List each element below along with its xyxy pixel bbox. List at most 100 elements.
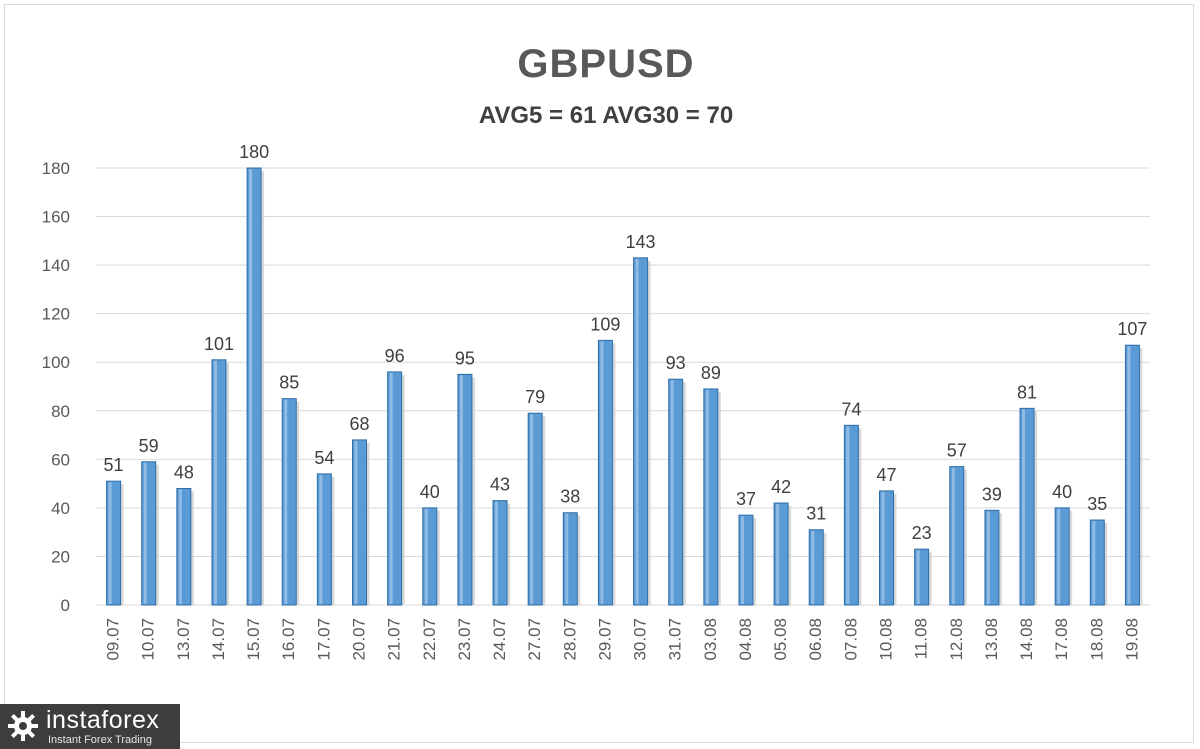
chart-subtitle: AVG5 = 61 AVG30 = 70	[478, 102, 734, 129]
y-tick-label: 120	[42, 305, 70, 324]
bar-07.08	[843, 424, 862, 606]
bar-30.07	[633, 257, 651, 606]
x-tick-label: 31.07	[666, 618, 685, 661]
y-tick-label: 0	[61, 596, 70, 615]
bar-13.08	[984, 509, 1002, 606]
data-label: 96	[385, 346, 405, 366]
data-label: 74	[841, 399, 861, 419]
bar-29.07	[597, 339, 616, 606]
data-label: 85	[279, 373, 299, 393]
bar-18.08	[1089, 519, 1108, 606]
x-tick-label: 14.07	[209, 618, 228, 661]
bar-11.08	[914, 548, 932, 606]
x-tick-label: 07.08	[841, 618, 860, 661]
bar-20.07	[352, 439, 370, 606]
data-label: 180	[239, 142, 269, 162]
bar-12.08	[949, 466, 967, 606]
bar-03.08	[703, 388, 721, 606]
y-tick-label: 60	[51, 450, 70, 469]
data-label: 23	[912, 523, 932, 543]
bar-14.08	[1019, 407, 1038, 606]
bar-09.07	[106, 480, 124, 606]
data-label: 51	[104, 455, 124, 475]
bar-28.07	[562, 512, 581, 606]
data-label: 143	[626, 232, 656, 252]
gear-logo-icon	[8, 711, 38, 741]
bar-04.08	[738, 514, 756, 606]
x-tick-label: 20.07	[350, 618, 369, 661]
data-label: 47	[876, 465, 896, 485]
y-tick-label: 80	[51, 402, 70, 421]
data-label: 43	[490, 475, 510, 495]
x-tick-label: 24.07	[490, 618, 509, 661]
x-tick-label: 21.07	[385, 618, 404, 661]
y-tick-label: 180	[42, 159, 70, 178]
data-label: 109	[590, 314, 620, 334]
bar-19.08	[1124, 344, 1143, 606]
logo-tagline: Instant Forex Trading	[48, 734, 152, 746]
chart-title: GBPUSD	[517, 42, 695, 86]
data-label: 54	[314, 448, 334, 468]
x-tick-label: 03.08	[701, 618, 720, 661]
x-tick-label: 28.07	[560, 618, 579, 661]
x-tick-label: 23.07	[455, 618, 474, 661]
bar-10.07	[141, 461, 159, 606]
x-tick-label: 19.08	[1122, 618, 1141, 661]
x-tick-label: 18.08	[1087, 618, 1106, 661]
data-label: 37	[736, 489, 756, 509]
x-tick-label: 15.07	[244, 618, 263, 661]
x-tick-label: 10.07	[139, 618, 158, 661]
bar-13.07	[176, 487, 194, 606]
bar-15.07	[246, 167, 265, 606]
data-label: 38	[560, 487, 580, 507]
data-label: 39	[982, 484, 1002, 504]
data-label: 57	[947, 441, 967, 461]
x-tick-label: 16.07	[279, 618, 298, 661]
data-labels: 51 59 48 101 180 85 54 68 96 40 95 43 79 38 109 143 93 89…	[104, 142, 1148, 543]
x-tick-label: 12.08	[947, 618, 966, 661]
bar-21.07	[387, 371, 405, 606]
x-tick-label: 13.07	[174, 618, 193, 661]
x-axis-ticks: 09.07 10.07 13.07 14.07 15.07 16.07 17.07 20.07…	[104, 618, 1142, 661]
data-label: 35	[1087, 494, 1107, 514]
x-tick-label: 09.07	[104, 618, 123, 661]
instaforex-logo: instaforex Instant Forex Trading	[0, 704, 180, 749]
x-tick-label: 10.08	[877, 618, 896, 661]
x-tick-label: 14.08	[1017, 618, 1036, 661]
bar-06.08	[808, 529, 827, 606]
x-tick-label: 30.07	[631, 618, 650, 661]
x-tick-label: 11.08	[912, 618, 931, 659]
bar-05.08	[773, 502, 792, 606]
bar-17.07	[316, 473, 335, 606]
data-label: 40	[420, 482, 440, 502]
x-tick-label: 27.07	[525, 618, 544, 661]
bar-14.07	[211, 359, 229, 606]
data-label: 93	[666, 353, 686, 373]
y-tick-label: 40	[51, 499, 70, 518]
data-label: 101	[204, 334, 234, 354]
data-label: 89	[701, 363, 721, 383]
bar-10.08	[879, 490, 897, 606]
x-tick-label: 29.07	[595, 618, 614, 661]
bars	[106, 167, 1143, 606]
data-label: 68	[349, 414, 369, 434]
bar-17.08	[1054, 507, 1073, 606]
bar-27.07	[527, 412, 546, 606]
data-label: 40	[1052, 482, 1072, 502]
bar-23.07	[457, 373, 475, 606]
data-label: 107	[1117, 319, 1147, 339]
bar-16.07	[281, 398, 300, 606]
data-label: 59	[139, 436, 159, 456]
bar-31.07	[668, 378, 686, 606]
bar-24.07	[492, 500, 511, 606]
y-tick-label: 160	[42, 208, 70, 227]
y-tick-label: 100	[42, 353, 70, 372]
data-label: 95	[455, 348, 475, 368]
gridlines	[96, 167, 1150, 606]
logo-name: instaforex	[46, 706, 160, 734]
x-tick-label: 06.08	[806, 618, 825, 661]
y-tick-label: 140	[42, 256, 70, 275]
y-axis-ticks: 0 20 40 60 80 100 120 140 160 180	[42, 159, 70, 615]
y-tick-label: 20	[51, 547, 70, 566]
